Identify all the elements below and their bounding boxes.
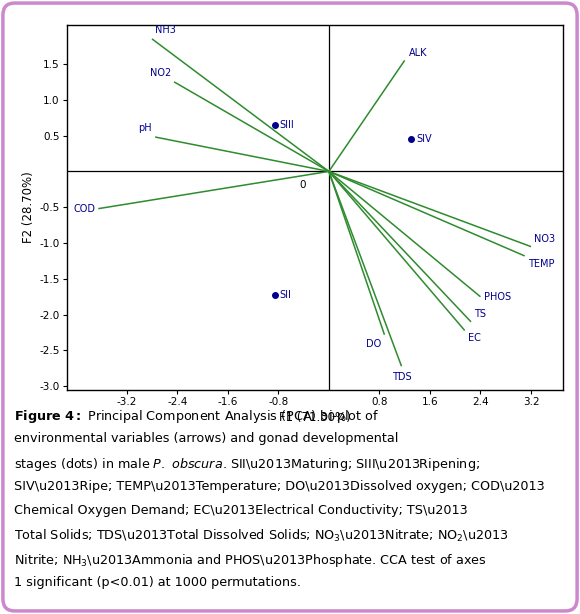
Text: NH3: NH3 xyxy=(155,25,176,36)
Text: NO3: NO3 xyxy=(534,234,555,244)
Text: 1 significant (p<0.01) at 1000 permutations.: 1 significant (p<0.01) at 1000 permutati… xyxy=(14,576,302,589)
Text: SII: SII xyxy=(280,290,292,300)
Text: NO2: NO2 xyxy=(150,68,171,77)
Text: pH: pH xyxy=(139,123,152,133)
Text: $\bf{Figure\ 4:}$ Principal Component Analysis (PCA) bi-plot of: $\bf{Figure\ 4:}$ Principal Component An… xyxy=(14,408,380,426)
Text: DO: DO xyxy=(366,339,381,349)
Text: Nitrite; NH$_3$\u2013Ammonia and PHOS\u2013Phosphate. CCA test of axes: Nitrite; NH$_3$\u2013Ammonia and PHOS\u2… xyxy=(14,552,487,569)
Text: SIV: SIV xyxy=(416,134,432,144)
Text: SIII: SIII xyxy=(280,120,294,130)
Text: Total Solids; TDS\u2013Total Dissolved Solids; NO$_3$\u2013Nitrate; NO$_2$\u2013: Total Solids; TDS\u2013Total Dissolved S… xyxy=(14,528,509,544)
Text: TDS: TDS xyxy=(392,372,411,382)
Text: stages (dots) in male $\it{P.\ obscura}$. SII\u2013Maturing; SIII\u2013Ripening;: stages (dots) in male $\it{P.\ obscura}$… xyxy=(14,456,480,473)
Text: COD: COD xyxy=(73,204,95,214)
X-axis label: F1 (71.30%): F1 (71.30%) xyxy=(279,411,350,424)
Text: ALK: ALK xyxy=(408,47,427,58)
Text: Chemical Oxygen Demand; EC\u2013Electrical Conductivity; TS\u2013: Chemical Oxygen Demand; EC\u2013Electric… xyxy=(14,504,468,517)
Text: TS: TS xyxy=(474,309,486,319)
Text: PHOS: PHOS xyxy=(484,292,511,301)
Text: environmental variables (arrows) and gonad developmental: environmental variables (arrows) and gon… xyxy=(14,432,399,445)
Y-axis label: F2 (28.70%): F2 (28.70%) xyxy=(22,171,35,243)
Text: 0: 0 xyxy=(299,180,306,190)
Text: SIV\u2013Ripe; TEMP\u2013Temperature; DO\u2013Dissolved oxygen; COD\u2013: SIV\u2013Ripe; TEMP\u2013Temperature; DO… xyxy=(14,480,545,493)
Text: TEMP: TEMP xyxy=(528,259,554,269)
Text: EC: EC xyxy=(468,333,481,343)
